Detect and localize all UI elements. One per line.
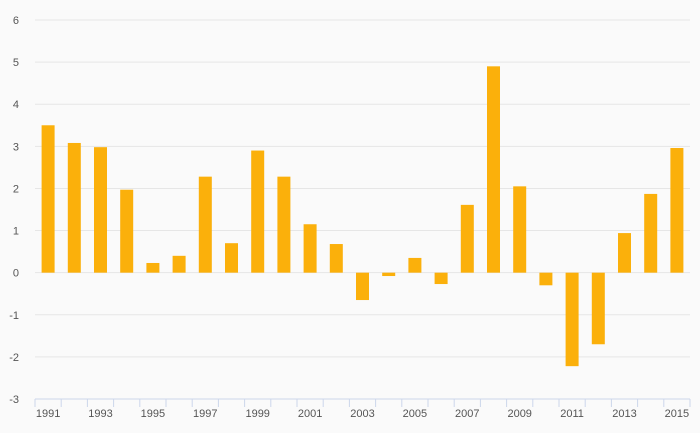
bar-1994[interactable] bbox=[120, 189, 134, 273]
y-tick-label: 1 bbox=[13, 226, 19, 238]
bar-2006[interactable] bbox=[434, 272, 448, 285]
x-tick-label: 2009 bbox=[507, 408, 531, 420]
x-tick-label: 2005 bbox=[403, 408, 427, 420]
bar-1997[interactable] bbox=[198, 176, 212, 273]
bar-1996[interactable] bbox=[172, 255, 186, 273]
y-tick-label: -3 bbox=[9, 394, 19, 406]
bar-2002[interactable] bbox=[329, 244, 343, 273]
bars bbox=[41, 66, 684, 367]
bar-2010[interactable] bbox=[539, 272, 553, 286]
bar-1991[interactable] bbox=[41, 125, 55, 273]
bar-1995[interactable] bbox=[146, 262, 160, 273]
bar-2003[interactable] bbox=[356, 272, 369, 301]
bar-2011[interactable] bbox=[565, 272, 579, 367]
x-tick-label: 2015 bbox=[665, 408, 689, 420]
bar-2000[interactable] bbox=[277, 176, 291, 273]
bar-2015[interactable] bbox=[670, 148, 684, 273]
bar-1998[interactable] bbox=[225, 243, 238, 273]
x-tick-label: 1993 bbox=[88, 408, 112, 420]
bar-1993[interactable] bbox=[94, 147, 107, 273]
bar-2009[interactable] bbox=[513, 186, 527, 273]
bar-2001[interactable] bbox=[303, 224, 317, 273]
y-axis-tick-labels: -3 -2 -1 0 1 2 3 4 5 6 bbox=[9, 15, 19, 406]
x-tick-label: 2001 bbox=[298, 408, 322, 420]
x-axis-tick-labels: 1991 1993 1995 1997 1999 2001 2003 2005 2007 2009… bbox=[36, 408, 689, 420]
x-tick-label: 2013 bbox=[612, 408, 636, 420]
x-tick-label: 2011 bbox=[560, 408, 584, 420]
x-tick-label: 1999 bbox=[245, 408, 269, 420]
bar-2014[interactable] bbox=[644, 193, 658, 273]
bar-2004[interactable] bbox=[382, 272, 396, 277]
y-tick-label: 3 bbox=[13, 141, 19, 153]
y-tick-label: 5 bbox=[13, 57, 19, 69]
y-tick-label: 2 bbox=[13, 183, 19, 195]
x-tick-label: 2003 bbox=[350, 408, 374, 420]
y-tick-label: 4 bbox=[13, 99, 19, 111]
bar-2013[interactable] bbox=[618, 233, 631, 273]
x-axis-ticks bbox=[34, 399, 691, 407]
bar-2012[interactable] bbox=[591, 272, 605, 345]
x-tick-label: 1997 bbox=[193, 408, 217, 420]
x-tick-label: 1995 bbox=[141, 408, 165, 420]
y-tick-label: -2 bbox=[9, 352, 19, 364]
x-tick-label: 1991 bbox=[36, 408, 60, 420]
bar-1992[interactable] bbox=[67, 142, 81, 273]
grid-lines bbox=[35, 19, 690, 358]
bar-2007[interactable] bbox=[460, 204, 474, 273]
y-tick-label: 0 bbox=[13, 268, 19, 280]
y-tick-label: 6 bbox=[13, 15, 19, 27]
y-tick-label: -1 bbox=[9, 310, 19, 322]
x-tick-label: 2007 bbox=[455, 408, 479, 420]
bar-2008[interactable] bbox=[487, 66, 500, 273]
bar-2005[interactable] bbox=[408, 257, 422, 273]
bar-1999[interactable] bbox=[251, 150, 265, 273]
